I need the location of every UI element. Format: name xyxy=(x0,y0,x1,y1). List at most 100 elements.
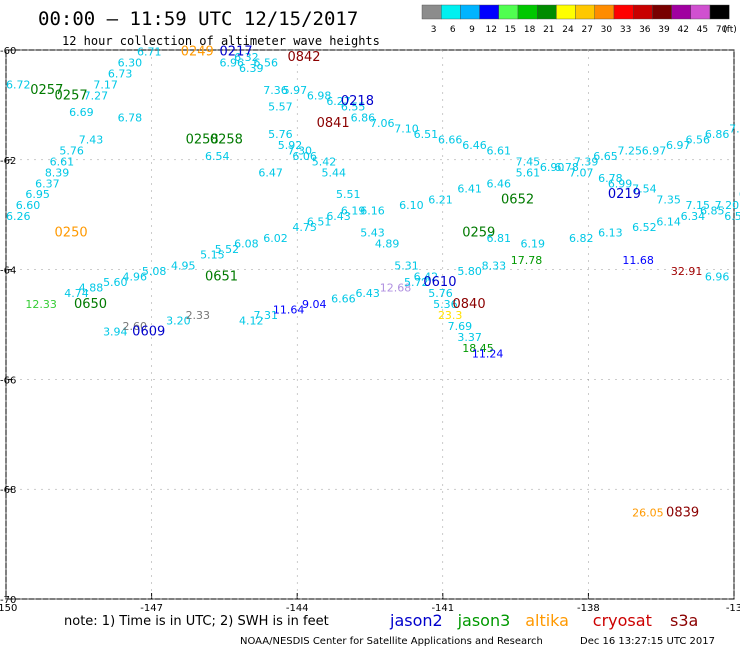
swh-value: 5.92 xyxy=(278,139,303,152)
swh-value: 6.90 xyxy=(540,161,565,174)
swh-value: 4.96 xyxy=(122,271,147,284)
swh-value: 2.33 xyxy=(186,309,211,322)
swh-value: 6.55 xyxy=(341,100,366,113)
legend-swatch xyxy=(537,4,557,20)
y-tick-label: -64 xyxy=(0,266,16,277)
pass-time-label: 0257 xyxy=(55,88,88,103)
pass-time-label: 0258 xyxy=(186,132,219,147)
swh-value: 7.06 xyxy=(370,117,395,130)
swh-value: 7.07 xyxy=(569,166,594,179)
swh-value: 6.65 xyxy=(593,150,618,163)
satellite-name: altika xyxy=(525,611,569,630)
swh-value: 6.72 xyxy=(6,78,31,91)
swh-value: 5.60 xyxy=(103,276,128,289)
pass-time-label: 0652 xyxy=(501,193,534,208)
swh-value: 6.78 xyxy=(598,172,623,185)
pass-time-label: 0842 xyxy=(287,50,320,65)
legend-unit: (ft) xyxy=(723,25,737,35)
swh-value: 5.36 xyxy=(433,298,458,311)
swh-value: 7.27 xyxy=(84,89,109,102)
figure-title: 00:00 – 11:59 UTC 12/15/2017 xyxy=(38,8,358,30)
swh-value: 5.51 xyxy=(336,188,361,201)
swh-value: 6.79 xyxy=(739,188,740,201)
legend-swatch xyxy=(613,4,634,20)
swh-value: 6.96 xyxy=(705,271,730,284)
legend-label: 70 xyxy=(716,25,728,35)
x-tick-label: -138 xyxy=(577,603,600,614)
swh-value: 7.05 xyxy=(729,122,740,135)
pass-time-label: 0249 xyxy=(181,44,214,59)
swh-value: 7.39 xyxy=(574,155,599,168)
swh-value: 7.30 xyxy=(287,144,312,157)
swh-value: 6.97 xyxy=(666,139,691,152)
color-legend: 3 6 9 12 15 18 21 24 27 30 33 36 39 42 45 70(ft) xyxy=(421,4,737,35)
swh-value: 7.10 xyxy=(394,122,419,135)
swh-value: 6.51 xyxy=(307,216,332,229)
swh-value: 6.66 xyxy=(438,133,463,146)
swh-value: 7.43 xyxy=(79,133,104,146)
legend-swatch xyxy=(709,4,730,20)
pass-time-label: 0610 xyxy=(423,275,456,290)
legend-label: 9 xyxy=(469,25,475,35)
swh-value: 32.91 xyxy=(671,265,703,278)
swh-value: 9.04 xyxy=(302,298,327,311)
swh-value: 6.51 xyxy=(414,128,439,141)
swh-value: 5.08 xyxy=(142,265,167,278)
x-tick-label: -13 xyxy=(726,603,740,614)
swh-value: 5.42 xyxy=(312,155,337,168)
pass-time-label: 0840 xyxy=(453,297,486,312)
swh-value: 5.31 xyxy=(394,260,419,273)
pass-time-label: 0650 xyxy=(74,297,107,312)
legend-label: 27 xyxy=(581,25,592,35)
legend-swatch xyxy=(671,4,691,20)
swh-value: 6.66 xyxy=(331,293,356,306)
swh-value: 6.06 xyxy=(292,150,317,163)
swh-value: 6.19 xyxy=(520,238,545,251)
swh-value: 6.30 xyxy=(118,56,143,69)
swh-value: 6.52 xyxy=(632,221,657,234)
swh-value: 6.08 xyxy=(234,238,259,251)
legend-label: 24 xyxy=(562,25,574,35)
swh-value: 7.45 xyxy=(516,155,541,168)
swh-value: 11.24 xyxy=(472,347,504,360)
swh-value: 6.78 xyxy=(118,111,143,124)
swh-value: 7.36 xyxy=(263,84,288,97)
swh-value: 4.75 xyxy=(292,221,317,234)
swh-value: 7.25 xyxy=(618,144,643,157)
swh-value: 6.61 xyxy=(486,144,511,157)
swh-value: 6.41 xyxy=(457,183,482,196)
swh-value: 7.20 xyxy=(715,199,740,212)
legend-swatch xyxy=(556,4,576,20)
swh-value: 6.46 xyxy=(486,177,511,190)
swh-value: 5.76 xyxy=(428,287,453,300)
y-tick-label: -62 xyxy=(0,156,16,167)
swh-value: 6.71 xyxy=(137,45,162,58)
legend-label: 42 xyxy=(677,25,688,35)
swh-value: 11.68 xyxy=(622,254,654,267)
swh-value: 5.52 xyxy=(215,243,240,256)
y-tick-label: -70 xyxy=(0,595,16,606)
pass-time-label: 0219 xyxy=(608,187,641,202)
legend-swatch xyxy=(421,4,442,20)
swh-value: 6.46 xyxy=(462,139,487,152)
swh-value: 5.57 xyxy=(268,100,293,113)
swh-value: 6.97 xyxy=(642,144,667,157)
swh-value: 7.69 xyxy=(448,320,473,333)
swh-value: 6.52 xyxy=(724,210,740,223)
swh-value: 5.72 xyxy=(404,276,429,289)
legend-swatch xyxy=(479,4,500,20)
legend-label: 39 xyxy=(658,25,670,35)
swh-value: 6.86 xyxy=(351,111,376,124)
swh-value: 6.42 xyxy=(414,271,439,284)
legend-label: 18 xyxy=(524,25,536,35)
swh-value: 6.86 xyxy=(705,128,730,141)
swh-value: 5.61 xyxy=(516,166,541,179)
swh-value: 6.37 xyxy=(35,177,60,190)
satellite-name: jason2 xyxy=(389,611,443,630)
swh-value: 3.20 xyxy=(166,315,191,328)
swh-value: 6.69 xyxy=(69,106,94,119)
swh-value: 5.15 xyxy=(200,249,225,262)
swh-value: 17.78 xyxy=(511,254,543,267)
swh-value: 6.95 xyxy=(25,188,50,201)
